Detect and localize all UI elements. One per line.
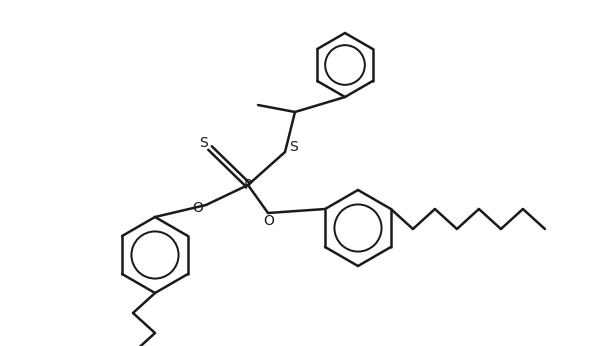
- Text: O: O: [193, 201, 204, 215]
- Text: S: S: [289, 140, 297, 154]
- Text: O: O: [263, 214, 274, 228]
- Text: S: S: [199, 136, 207, 150]
- Text: P: P: [244, 178, 252, 192]
